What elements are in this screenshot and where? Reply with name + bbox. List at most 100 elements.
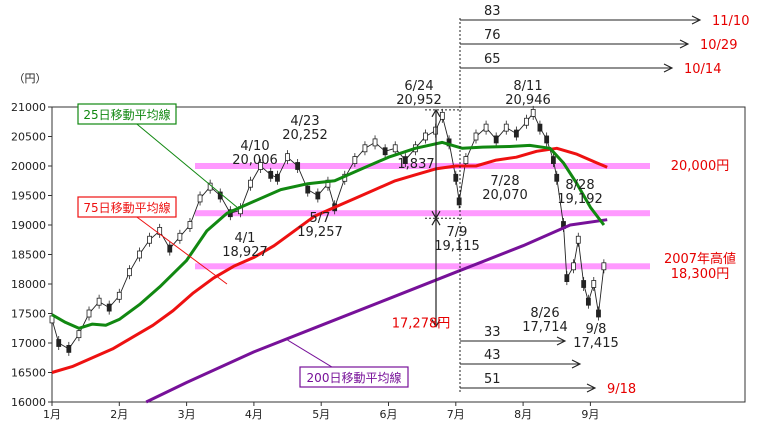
candle-body [591, 280, 597, 288]
plot-frame [51, 106, 746, 403]
annotation-date: 7/9 [447, 225, 468, 240]
annotation-date: 7/28 [490, 174, 519, 189]
annotation-value: 17,415 [573, 336, 619, 351]
candle-body [268, 170, 274, 179]
candle-body [537, 123, 543, 132]
x-tick-label: 9月 [581, 408, 599, 421]
annotation-date: 8/26 [530, 306, 559, 321]
y-tick-label: 19000 [11, 219, 46, 232]
ma-label-box [299, 366, 409, 388]
ma-label-leader [136, 123, 238, 208]
candle-body [439, 111, 445, 120]
ma-label-ma25: 25日移動平均線 [83, 107, 170, 122]
reference-band-label: 20,000円 [671, 159, 730, 174]
day-count-arrowhead [663, 63, 674, 73]
candle-body [315, 191, 321, 200]
reference-band-label: 2007年高値 [664, 251, 736, 267]
span-label: 17,278円 [392, 317, 451, 332]
annotation-date: 9/8 [586, 322, 607, 337]
day-count-label: 76 [484, 28, 501, 43]
candle-body [575, 235, 581, 244]
ma-label-box [77, 103, 177, 125]
candle-body [56, 339, 62, 347]
candle-body [503, 123, 509, 132]
annotation-value: 19,257 [297, 225, 343, 240]
reference-band [195, 163, 650, 169]
reference-bands [195, 163, 650, 270]
x-tick-label: 4月 [245, 408, 263, 421]
day-count-arrowhead [586, 383, 597, 393]
annotation-value: 20,252 [282, 128, 328, 143]
ma-label-box [77, 196, 177, 218]
x-tick-label: 3月 [178, 408, 196, 421]
candle-body [285, 153, 290, 162]
candle-body [187, 221, 193, 229]
candle-body [463, 156, 469, 165]
day-count-date: 9/18 [607, 382, 636, 397]
annotation-date: 8/28 [565, 178, 594, 193]
candle-body [483, 123, 489, 132]
candle-body [258, 162, 264, 170]
annotation-date: 6/24 [404, 79, 433, 94]
y-tick-label: 19500 [11, 190, 46, 203]
x-tick-label: 2月 [110, 408, 128, 421]
candle-body [116, 291, 122, 300]
y-tick-label: 16000 [11, 396, 46, 409]
candle-body [137, 250, 142, 259]
candle-body [554, 173, 560, 182]
candle-body [86, 309, 92, 318]
candle-body [197, 194, 203, 203]
y-tick-label: 21000 [11, 101, 46, 114]
annotation-value: 20,006 [232, 153, 278, 168]
annotation-date: 4/1 [235, 231, 256, 246]
reference-band [195, 210, 650, 217]
y-tick-label: 20000 [11, 160, 46, 173]
day-count-label: 33 [484, 325, 501, 340]
candle-body [147, 235, 152, 244]
y-tick-label: 20500 [11, 131, 46, 144]
candle-body [581, 280, 587, 288]
candle-body [305, 185, 311, 194]
annotation-date: 8/11 [513, 79, 542, 94]
candle-body [177, 232, 183, 241]
day-count-label: 83 [484, 4, 501, 19]
candle-body [96, 297, 102, 306]
annotation-value: 18,927 [222, 245, 268, 260]
candle-body [352, 156, 358, 165]
ma-label-leader [136, 216, 228, 285]
y-tick-label: 17000 [11, 337, 46, 350]
x-tick-label: 6月 [380, 408, 398, 421]
candle-body [76, 330, 82, 339]
annotation-value: 20,946 [505, 93, 551, 108]
candle-body [248, 179, 253, 188]
annotations [77, 15, 702, 393]
candle-body [295, 162, 301, 170]
annotation-value: 19,115 [434, 239, 480, 254]
candle-body [513, 129, 519, 138]
candle-body [402, 156, 408, 165]
y-unit-label: （円） [14, 72, 47, 85]
day-count-label: 65 [484, 52, 501, 67]
candle-body [372, 138, 378, 147]
x-tick-label: 5月 [312, 408, 330, 421]
day-count-date: 10/14 [684, 62, 721, 77]
ma-label-ma200: 200日移動平均線 [307, 370, 402, 385]
ma200-line [145, 218, 608, 404]
candle-body [167, 244, 173, 253]
span-arrowhead [431, 319, 441, 328]
annotation-value: 19,192 [557, 192, 603, 207]
candle-body [473, 132, 479, 141]
candle-body [392, 144, 398, 153]
candle-body [601, 262, 607, 271]
candle-body [456, 197, 462, 206]
day-count-date: 10/29 [700, 38, 737, 53]
candle-body [382, 147, 388, 156]
day-count-label: 51 [484, 372, 501, 387]
y-tick-label: 18500 [11, 249, 46, 262]
candle-body [362, 144, 368, 153]
span-arrowhead [431, 217, 441, 226]
ma75-line [51, 146, 608, 374]
day-count-arrowhead [556, 336, 567, 346]
